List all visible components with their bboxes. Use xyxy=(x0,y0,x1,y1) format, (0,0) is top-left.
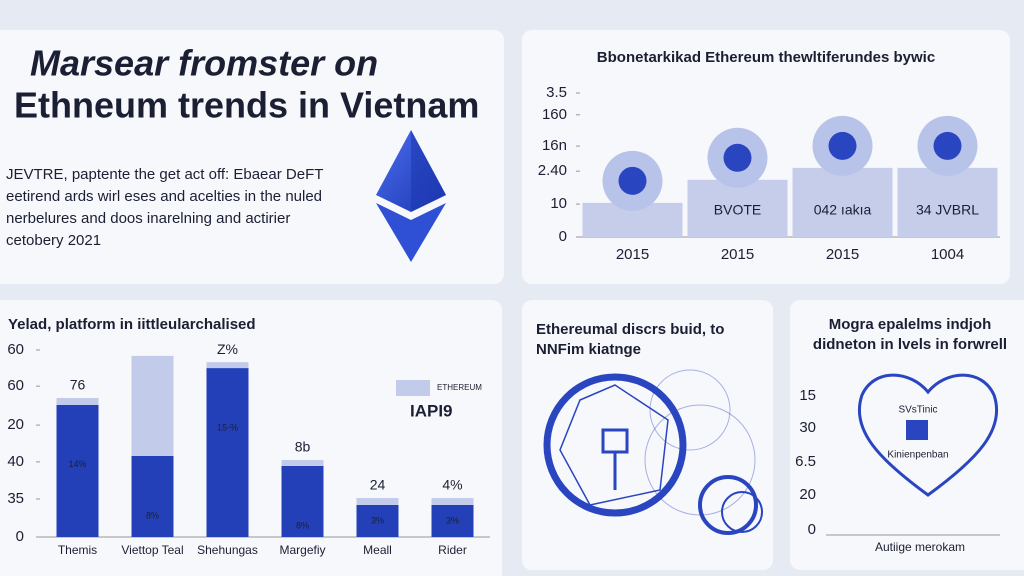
bar xyxy=(687,179,788,237)
bar xyxy=(897,167,998,237)
bar xyxy=(792,167,893,237)
x-tick-label: Viettop Teal xyxy=(121,543,183,557)
title: Marsear fromster on xyxy=(30,43,378,84)
x-tick-label: Themis xyxy=(58,543,97,557)
bar-label: 3% xyxy=(371,515,384,525)
bar-label: 24 xyxy=(370,477,386,493)
x-tick-label: Rider xyxy=(438,543,467,557)
bar-label: 8b xyxy=(295,439,311,455)
nft-diagram xyxy=(543,369,763,535)
y-tick-label: 0 xyxy=(16,528,24,545)
bar xyxy=(356,498,399,505)
x-tick-label: 1004 xyxy=(931,246,964,263)
axis-label: 30 xyxy=(799,419,816,436)
header-card xyxy=(0,30,504,284)
x-axis-label: Autiige merokam xyxy=(875,540,965,554)
x-tick-label: Shehungas xyxy=(197,543,258,557)
body-text: JEVTRE, paptente the get act off: Ebaear… xyxy=(6,166,323,183)
y-tick-label: 0 xyxy=(559,228,567,245)
bar-label: Z% xyxy=(217,341,238,357)
bar xyxy=(56,397,99,405)
x-tick-label: 2015 xyxy=(616,246,649,263)
bar-icon xyxy=(933,131,962,160)
bar-label: 3% xyxy=(446,515,459,525)
bar xyxy=(356,504,399,537)
axis-label: 6.5 xyxy=(795,453,816,470)
heart-text: SVsTinic xyxy=(898,405,937,416)
y-tick-label: 60 xyxy=(7,377,24,394)
bar-annotation: 34 JVBRL xyxy=(916,202,979,218)
x-tick-label: 2015 xyxy=(721,246,754,263)
bar-label: 14% xyxy=(68,459,86,469)
bar-label: 76 xyxy=(70,377,86,393)
heart xyxy=(857,373,999,497)
y-tick-label: 16n xyxy=(542,137,567,154)
bar xyxy=(131,355,174,456)
chart-title: Yelad, platform in iittleularchalised xyxy=(8,316,256,333)
bar-label: 4% xyxy=(442,477,462,493)
x-tick-label: 2015 xyxy=(826,246,859,263)
heart-text: Kinienpenban xyxy=(887,450,948,461)
bar xyxy=(206,362,249,369)
bar xyxy=(131,455,174,537)
legend-label: ETHEREUM xyxy=(437,383,482,392)
heart-icon xyxy=(906,420,928,440)
bar xyxy=(281,460,324,466)
y-tick-label: 35 xyxy=(7,490,24,507)
bar-annotation: 042 ıakıa xyxy=(814,202,872,218)
bar xyxy=(431,504,474,537)
y-tick-label: 160 xyxy=(542,106,567,123)
panel-title: Mogra epalelms indjoh xyxy=(829,316,992,333)
y-tick-label: 20 xyxy=(7,416,24,433)
body-text: nerbelures and doos inarelning and actir… xyxy=(6,210,290,227)
bar xyxy=(281,465,324,537)
legend-swatch xyxy=(396,380,430,396)
title: Ethneum trends in Vietnam xyxy=(14,85,479,126)
legend-label: IAPI9 xyxy=(410,401,453,420)
y-tick-label: 3.5 xyxy=(546,84,567,101)
bar-icon xyxy=(618,166,647,195)
x-tick-label: Margefiy xyxy=(279,543,325,557)
bar xyxy=(56,404,99,537)
x-tick-label: Meall xyxy=(363,543,392,557)
body-text: eetirend ards wirl eses and acelties in … xyxy=(6,188,322,205)
bar-label: 8% xyxy=(296,520,309,530)
bar xyxy=(431,498,474,505)
panel-title: Ethereumal discrs buid, to xyxy=(536,321,724,338)
panel-title: didneton in lvels in forwrell xyxy=(813,336,1007,353)
bar xyxy=(206,368,249,537)
bar-label: 15-% xyxy=(217,422,238,432)
axis-label: 20 xyxy=(799,486,816,503)
y-tick-label: 40 xyxy=(7,453,24,470)
y-tick-label: 10 xyxy=(550,195,567,212)
y-tick-label: 60 xyxy=(7,341,24,358)
bar-annotation: BVOTE xyxy=(714,202,761,218)
chart-title: Bbonetarkikad Ethereum thewltiferundes b… xyxy=(597,49,935,66)
bar-icon xyxy=(828,131,857,160)
y-tick-label: 2.40 xyxy=(538,162,567,179)
axis-label: 15 xyxy=(799,387,816,404)
bar-icon xyxy=(723,143,752,172)
bar-label: 8% xyxy=(146,510,159,520)
panel-title: NNFim kiatnge xyxy=(536,341,641,358)
ethereum-logo xyxy=(376,130,446,262)
axis-label: 0 xyxy=(808,521,816,538)
body-text: cetobery 2021 xyxy=(6,232,101,249)
